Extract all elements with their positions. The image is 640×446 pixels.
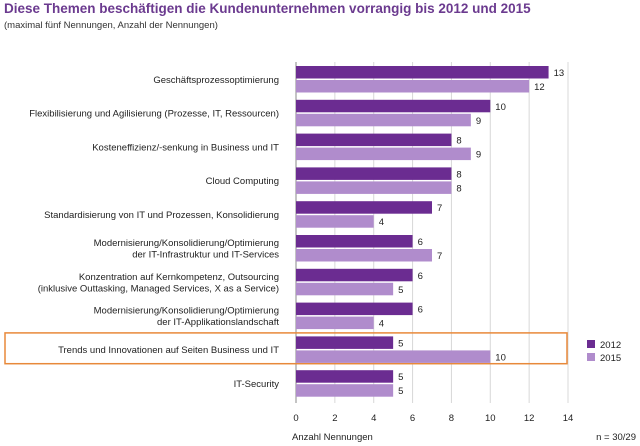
x-tick-label: 4 xyxy=(371,413,376,424)
data-label-2015: 12 xyxy=(534,82,545,93)
x-tick-label: 14 xyxy=(563,413,574,424)
data-label-2015: 7 xyxy=(437,251,442,262)
category-label: IT-Security xyxy=(234,379,280,390)
data-label-2015: 4 xyxy=(379,319,384,330)
highlight-box xyxy=(4,332,568,365)
chart-subtitle: (maximal fünf Nennungen, Anzahl der Nenn… xyxy=(4,20,218,31)
category-label: Geschäftsprozessoptimierung xyxy=(153,75,279,86)
bar-2015 xyxy=(296,282,394,296)
bar-2015 xyxy=(296,113,471,127)
bar-2012 xyxy=(296,336,394,349)
data-label-2015: 5 xyxy=(398,285,403,296)
x-tick-label: 8 xyxy=(449,413,454,424)
data-label-2012: 6 xyxy=(418,237,423,248)
legend-label-2015: 2015 xyxy=(600,353,621,364)
legend-swatch-2012 xyxy=(587,340,595,348)
bar-2015 xyxy=(296,215,374,228)
category-label: der IT-Infrastruktur und IT-Services xyxy=(132,250,279,261)
data-label-2012: 5 xyxy=(398,338,403,349)
category-label: Flexibilisierung und Agilisierung (Proze… xyxy=(29,109,279,120)
data-label-2015: 9 xyxy=(476,116,481,127)
bar-2012 xyxy=(296,201,432,214)
bar-2012 xyxy=(296,268,413,282)
sample-size-note: n = 30/29 xyxy=(596,432,636,443)
bar-2015 xyxy=(296,350,491,363)
data-label-2012: 8 xyxy=(456,136,461,147)
category-label: Konzentration auf Kernkompetenz, Outsour… xyxy=(79,272,279,283)
legend-label-2012: 2012 xyxy=(600,340,621,351)
data-label-2015: 5 xyxy=(398,386,403,397)
bar-2012 xyxy=(296,167,452,180)
data-label-2012: 10 xyxy=(495,102,506,113)
data-label-2015: 8 xyxy=(456,183,461,194)
data-label-2012: 6 xyxy=(418,271,423,282)
category-label: Trends und Innovationen auf Seiten Busin… xyxy=(58,345,279,356)
data-label-2012: 7 xyxy=(437,203,442,214)
data-label-2012: 13 xyxy=(554,68,565,79)
data-label-2015: 4 xyxy=(379,217,384,228)
x-axis-title: Anzahl Nennungen xyxy=(292,432,373,443)
bar-2015 xyxy=(296,316,374,330)
data-label-2012: 5 xyxy=(398,372,403,383)
legend-swatch-2015 xyxy=(587,353,595,361)
data-label-2012: 6 xyxy=(418,305,423,316)
bar-2015 xyxy=(296,249,432,262)
category-label: Cloud Computing xyxy=(206,176,279,187)
data-label-2012: 8 xyxy=(456,169,461,180)
bar-2012 xyxy=(296,302,413,316)
bar-2015 xyxy=(296,147,471,161)
bar-2015 xyxy=(296,384,394,397)
x-tick-label: 6 xyxy=(410,413,415,424)
data-label-2015: 9 xyxy=(476,150,481,161)
category-label: Standardisierung von IT und Prozessen, K… xyxy=(44,210,279,221)
bar-2012 xyxy=(296,370,394,383)
category-label: (inklusive Outtasking, Managed Services,… xyxy=(38,283,279,294)
x-tick-label: 10 xyxy=(485,413,496,424)
x-tick-label: 12 xyxy=(524,413,535,424)
category-label: Modernisierung/Konsolidierung/Optimierun… xyxy=(94,238,279,249)
category-label: Kosteneffizienz/-senkung in Business und… xyxy=(92,142,279,153)
bar-2012 xyxy=(296,235,413,248)
x-tick-label: 0 xyxy=(293,413,298,424)
data-label-2015: 10 xyxy=(495,352,506,363)
category-label: der IT-Applikationslandschaft xyxy=(157,317,279,328)
chart-title: Diese Themen beschäftigen die Kundenunte… xyxy=(4,1,531,16)
bar-2015 xyxy=(296,80,530,93)
category-label: Modernisierung/Konsolidierung/Optimierun… xyxy=(94,306,279,317)
bar-2015 xyxy=(296,181,452,194)
x-tick-label: 2 xyxy=(332,413,337,424)
bar-2012 xyxy=(296,99,491,113)
bar-2012 xyxy=(296,66,549,79)
bar-2012 xyxy=(296,133,452,147)
